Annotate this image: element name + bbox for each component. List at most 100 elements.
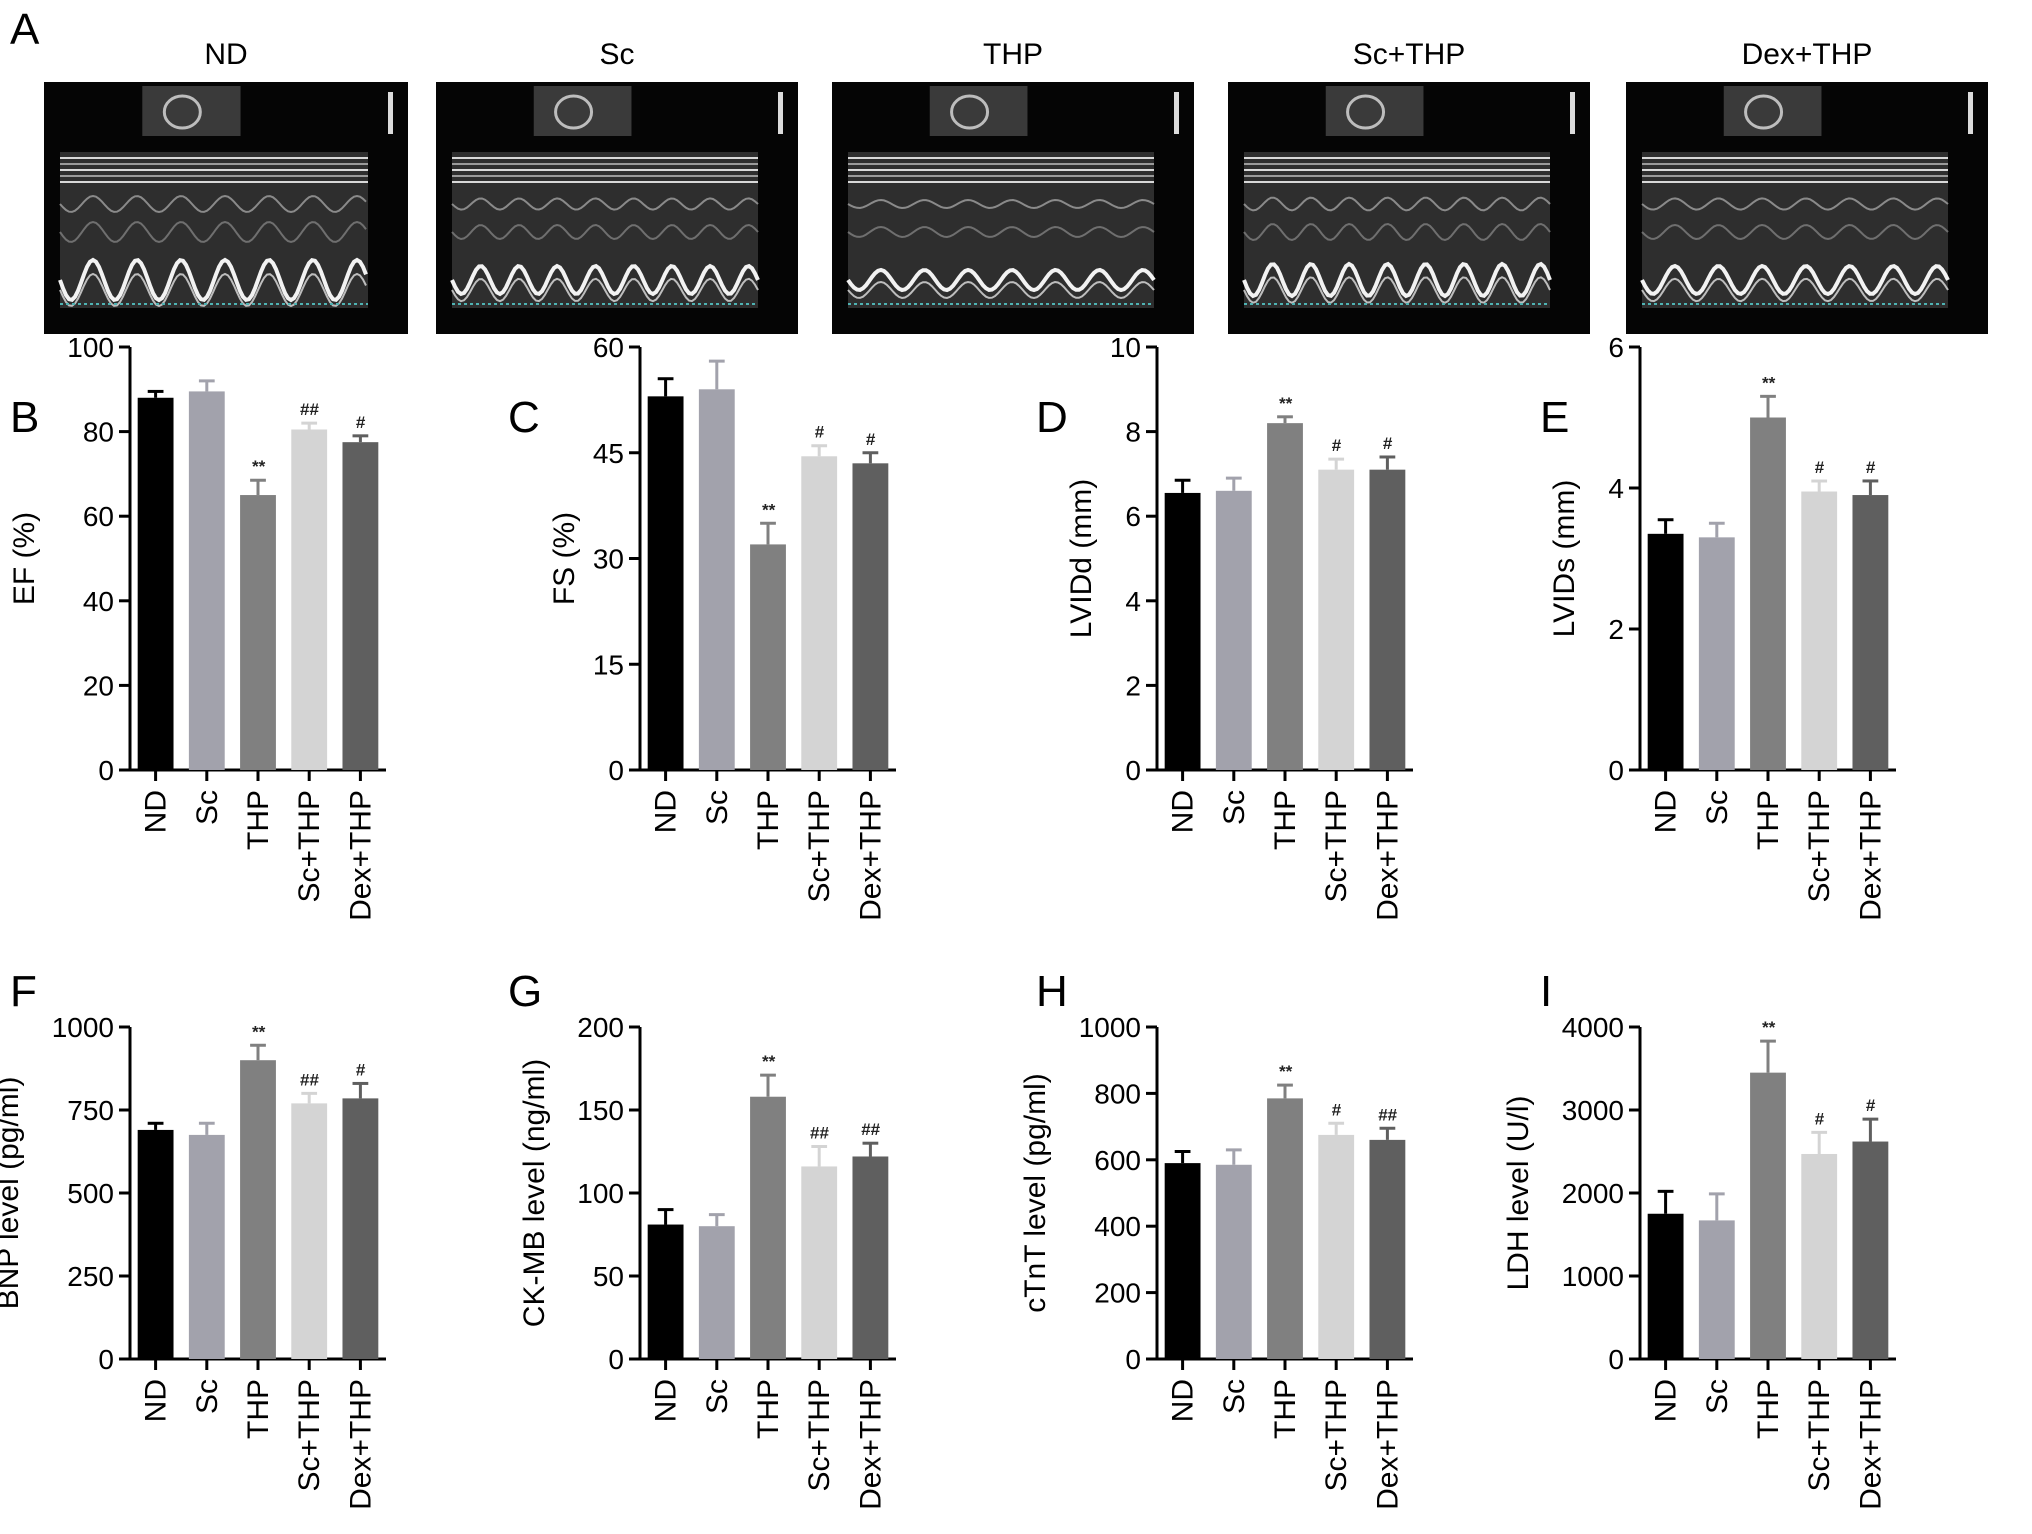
bar xyxy=(342,1098,379,1359)
x-tick-label: Sc xyxy=(1701,790,1734,825)
y-tick-label: 40 xyxy=(83,586,114,617)
bar xyxy=(342,442,379,770)
significance-mark: # xyxy=(1331,436,1341,455)
y-tick-label: 80 xyxy=(83,417,114,448)
echo-image xyxy=(1228,82,1590,334)
y-tick-label: 800 xyxy=(1094,1078,1141,1109)
bar xyxy=(1750,1072,1786,1359)
y-tick-label: 200 xyxy=(577,1012,624,1043)
y-tick-label: 6 xyxy=(1125,501,1141,532)
bar xyxy=(240,1060,276,1359)
echo-label: ND xyxy=(204,38,248,71)
significance-mark: # xyxy=(866,430,876,449)
significance-mark: # xyxy=(1814,1109,1824,1128)
bar xyxy=(137,1129,174,1359)
panel-letter: D xyxy=(1036,393,1068,442)
y-tick-label: 600 xyxy=(1094,1145,1141,1176)
significance-mark: ## xyxy=(861,1120,880,1139)
x-tick-label: Sc xyxy=(1701,1379,1734,1414)
significance-mark: ** xyxy=(1761,373,1776,392)
y-axis-label: BNP level (pg/ml) xyxy=(0,1077,25,1310)
y-tick-label: 500 xyxy=(67,1178,114,1209)
bar xyxy=(240,495,276,770)
bar xyxy=(188,1134,225,1359)
significance-mark: # xyxy=(814,423,824,442)
y-tick-label: 8 xyxy=(1125,417,1141,448)
y-tick-label: 0 xyxy=(1125,755,1141,786)
echo-label: Sc xyxy=(599,38,635,71)
x-tick-label: ND xyxy=(140,1379,173,1422)
significance-mark: ** xyxy=(1278,394,1293,413)
significance-mark: ** xyxy=(251,457,266,476)
y-tick-label: 750 xyxy=(67,1095,114,1126)
x-tick-label: Sc xyxy=(191,1379,224,1414)
x-tick-label: Sc xyxy=(701,1379,734,1414)
echo-label: Sc+THP xyxy=(1352,38,1466,71)
bar xyxy=(137,397,174,770)
bar xyxy=(1215,490,1252,770)
significance-mark: ## xyxy=(300,1070,319,1089)
y-tick-label: 60 xyxy=(593,332,624,363)
y-tick-label: 60 xyxy=(83,501,114,532)
x-tick-label: Sc+THP xyxy=(293,1379,326,1492)
x-tick-label: THP xyxy=(1752,1379,1785,1439)
bar xyxy=(291,1103,328,1359)
bar xyxy=(1164,492,1201,770)
significance-mark: # xyxy=(1383,434,1393,453)
echo-image xyxy=(832,82,1194,334)
y-tick-label: 400 xyxy=(1094,1211,1141,1242)
bar xyxy=(1267,1098,1303,1359)
panel-letter: B xyxy=(10,393,39,442)
y-tick-label: 4000 xyxy=(1562,1012,1624,1043)
y-tick-label: 150 xyxy=(577,1095,624,1126)
panel-letter: F xyxy=(10,967,37,1016)
bar xyxy=(1369,469,1406,770)
x-tick-label: Sc xyxy=(191,790,224,825)
x-tick-label: ND xyxy=(1167,790,1200,833)
bar xyxy=(1164,1163,1201,1359)
bar xyxy=(647,1224,684,1359)
bar xyxy=(1267,423,1303,770)
panel-letter: H xyxy=(1036,967,1068,1016)
significance-mark: ** xyxy=(1278,1062,1293,1081)
y-tick-label: 0 xyxy=(98,755,114,786)
x-tick-label: Sc+THP xyxy=(803,1379,836,1492)
y-tick-label: 1000 xyxy=(52,1012,114,1043)
significance-mark: # xyxy=(1331,1100,1341,1119)
significance-mark: # xyxy=(1866,1096,1876,1115)
x-tick-label: Dex+THP xyxy=(344,790,377,921)
bar xyxy=(801,456,838,770)
bar xyxy=(188,391,225,770)
panel-letter: I xyxy=(1540,967,1552,1016)
echo-image xyxy=(436,82,798,334)
significance-mark: ** xyxy=(761,1052,776,1071)
x-tick-label: Dex+THP xyxy=(344,1379,377,1510)
bar xyxy=(1698,537,1735,770)
bar xyxy=(1852,1141,1889,1359)
y-axis-label: LDH level (U/l) xyxy=(1502,1095,1535,1290)
y-tick-label: 0 xyxy=(608,1344,624,1375)
y-tick-label: 10 xyxy=(1110,332,1141,363)
y-tick-label: 100 xyxy=(67,332,114,363)
echo-image xyxy=(44,82,408,334)
bar xyxy=(1852,495,1889,770)
x-tick-label: Dex+THP xyxy=(854,1379,887,1510)
y-tick-label: 20 xyxy=(83,670,114,701)
bar xyxy=(291,429,328,770)
x-tick-label: Dex+THP xyxy=(1371,1379,1404,1510)
bar xyxy=(1647,1213,1684,1359)
significance-mark: ## xyxy=(1378,1105,1397,1124)
x-tick-label: Sc+THP xyxy=(1803,790,1836,903)
significance-mark: ## xyxy=(810,1124,829,1143)
bar xyxy=(1801,491,1838,770)
bar xyxy=(1750,417,1786,770)
x-tick-label: ND xyxy=(140,790,173,833)
bar xyxy=(1369,1139,1406,1359)
x-tick-label: THP xyxy=(242,1379,275,1439)
panel-letter: C xyxy=(508,393,540,442)
y-tick-label: 0 xyxy=(1608,755,1624,786)
panel-letter: E xyxy=(1540,393,1569,442)
y-tick-label: 200 xyxy=(1094,1278,1141,1309)
bar xyxy=(698,389,735,770)
bar xyxy=(1801,1153,1838,1359)
